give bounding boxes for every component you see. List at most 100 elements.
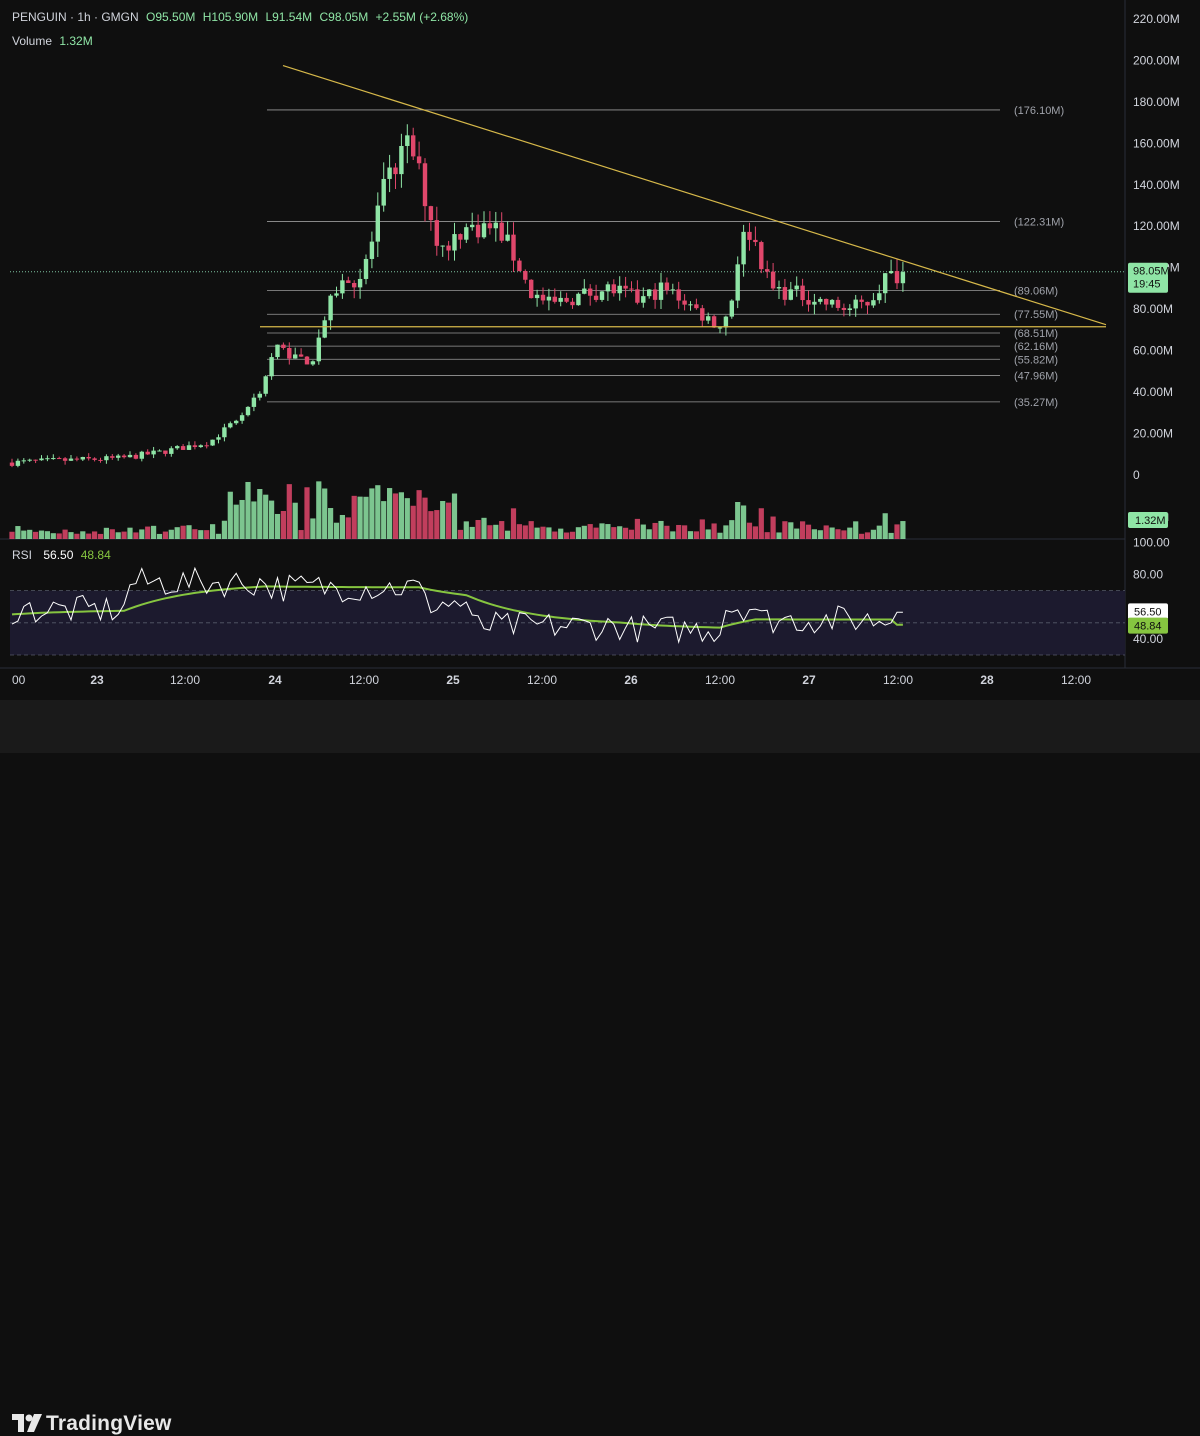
volume-bar xyxy=(422,497,428,539)
last-price-badge xyxy=(1128,262,1168,293)
volume-bar xyxy=(316,481,322,539)
volume-bar xyxy=(776,532,782,539)
candle-body xyxy=(493,222,498,229)
volume-bar xyxy=(245,481,251,539)
volume-bar xyxy=(115,532,121,539)
volume-bar xyxy=(251,501,257,539)
volume-bar xyxy=(145,526,151,539)
volume-bar xyxy=(735,501,741,539)
candle-body xyxy=(257,393,262,398)
volume-bar xyxy=(50,533,56,539)
volume-bar xyxy=(611,527,617,539)
candle-body xyxy=(794,285,799,290)
candle-body xyxy=(310,361,316,365)
candle-body xyxy=(57,458,62,460)
candle-body xyxy=(623,285,628,289)
volume-bar xyxy=(682,525,688,539)
volume-bar xyxy=(151,525,157,539)
rsi-badge xyxy=(1128,603,1168,620)
volume-bar xyxy=(475,520,481,539)
candle-body xyxy=(74,458,80,460)
price-tick: 220.00M xyxy=(1133,12,1180,26)
rsi-tick: 80.00 xyxy=(1133,568,1163,582)
tradingview-logo[interactable]: TradingView xyxy=(12,1412,172,1436)
trendlines[interactable] xyxy=(260,65,1107,328)
volume-bar xyxy=(68,532,74,539)
volume-bar xyxy=(381,501,387,539)
volume-bar xyxy=(481,517,487,539)
candle-body xyxy=(27,459,32,461)
candle-body xyxy=(328,295,333,321)
volume-bar xyxy=(333,522,340,539)
volume-bar xyxy=(215,533,222,539)
volume-bar xyxy=(800,521,806,539)
level-label: (77.55M) xyxy=(1014,309,1058,321)
volume-bar xyxy=(505,530,511,539)
volume-label: Volume xyxy=(12,34,53,48)
volume-bar xyxy=(62,529,68,539)
volume-bar xyxy=(86,533,92,539)
volume-bar xyxy=(894,524,900,539)
candle-body xyxy=(357,278,363,288)
candle-body xyxy=(641,296,646,303)
candle-body xyxy=(175,446,180,449)
candle-body xyxy=(275,344,280,358)
volume-bar xyxy=(670,531,676,539)
volume-bar xyxy=(210,524,216,539)
volume-bar xyxy=(699,519,705,539)
volume-bar xyxy=(239,499,245,539)
candle-body xyxy=(593,295,599,300)
volume-bar xyxy=(752,526,758,539)
time-tick: 27 xyxy=(802,673,816,687)
volume-bar xyxy=(339,514,345,539)
symbol-legend: PENGUIN · 1h · GMGN O95.50M H105.90M L91… xyxy=(12,10,472,24)
volume-bar xyxy=(835,529,841,539)
volume-bar xyxy=(823,525,829,539)
volume-bar xyxy=(446,502,452,539)
price-tick: 120.00M xyxy=(1133,219,1180,233)
candle-body xyxy=(340,280,345,294)
rsi-line xyxy=(11,566,903,645)
candle-body xyxy=(198,445,203,448)
volume-bar xyxy=(345,517,351,539)
volume-bar xyxy=(97,533,104,539)
candle-body xyxy=(747,231,752,240)
time-tick: 00 xyxy=(12,673,26,687)
level-label: (47.96M) xyxy=(1014,371,1058,383)
candle-body xyxy=(635,289,640,303)
volume-bar xyxy=(499,521,505,539)
volume-bar xyxy=(56,533,62,539)
volume-bar xyxy=(103,527,109,539)
volume-bar xyxy=(764,532,770,539)
candle-body xyxy=(222,427,227,438)
candle-body xyxy=(92,458,97,460)
volume-bar xyxy=(841,530,847,539)
volume-bar xyxy=(864,532,871,539)
candle-body xyxy=(399,145,404,175)
candle-body xyxy=(405,135,410,146)
volume-bar xyxy=(92,531,98,539)
candle-body xyxy=(416,156,422,164)
candle-body xyxy=(15,460,21,466)
volume-bar xyxy=(38,530,45,539)
last-price-text: 98.05M xyxy=(1133,266,1170,278)
open-value: O95.50M xyxy=(146,10,196,24)
candle-body xyxy=(334,293,339,296)
candle-body xyxy=(251,397,257,407)
volume-bar xyxy=(817,530,823,539)
brand-name: TradingView xyxy=(46,1412,172,1435)
candle-body xyxy=(45,458,50,460)
candle-body xyxy=(877,293,882,301)
time-tick: 12:00 xyxy=(349,673,379,687)
candle-body xyxy=(475,224,481,238)
price-tick: 80.00M xyxy=(1133,302,1173,316)
volume-bar xyxy=(546,527,552,539)
horizontal-levels[interactable]: (176.10M) (122.31M) (89.06M) (77.55M) (68.51… xyxy=(267,105,1064,409)
candle-body xyxy=(759,242,764,270)
volume-bar xyxy=(127,527,133,539)
price-chart[interactable]: (176.10M) (122.31M) (89.06M) (77.55M) (68.51… xyxy=(0,0,1200,700)
volume-bar xyxy=(286,484,292,539)
volume-bar xyxy=(416,490,422,539)
footer-bar: TradingView xyxy=(0,700,1200,1435)
low-value: L91.54M xyxy=(265,10,313,24)
